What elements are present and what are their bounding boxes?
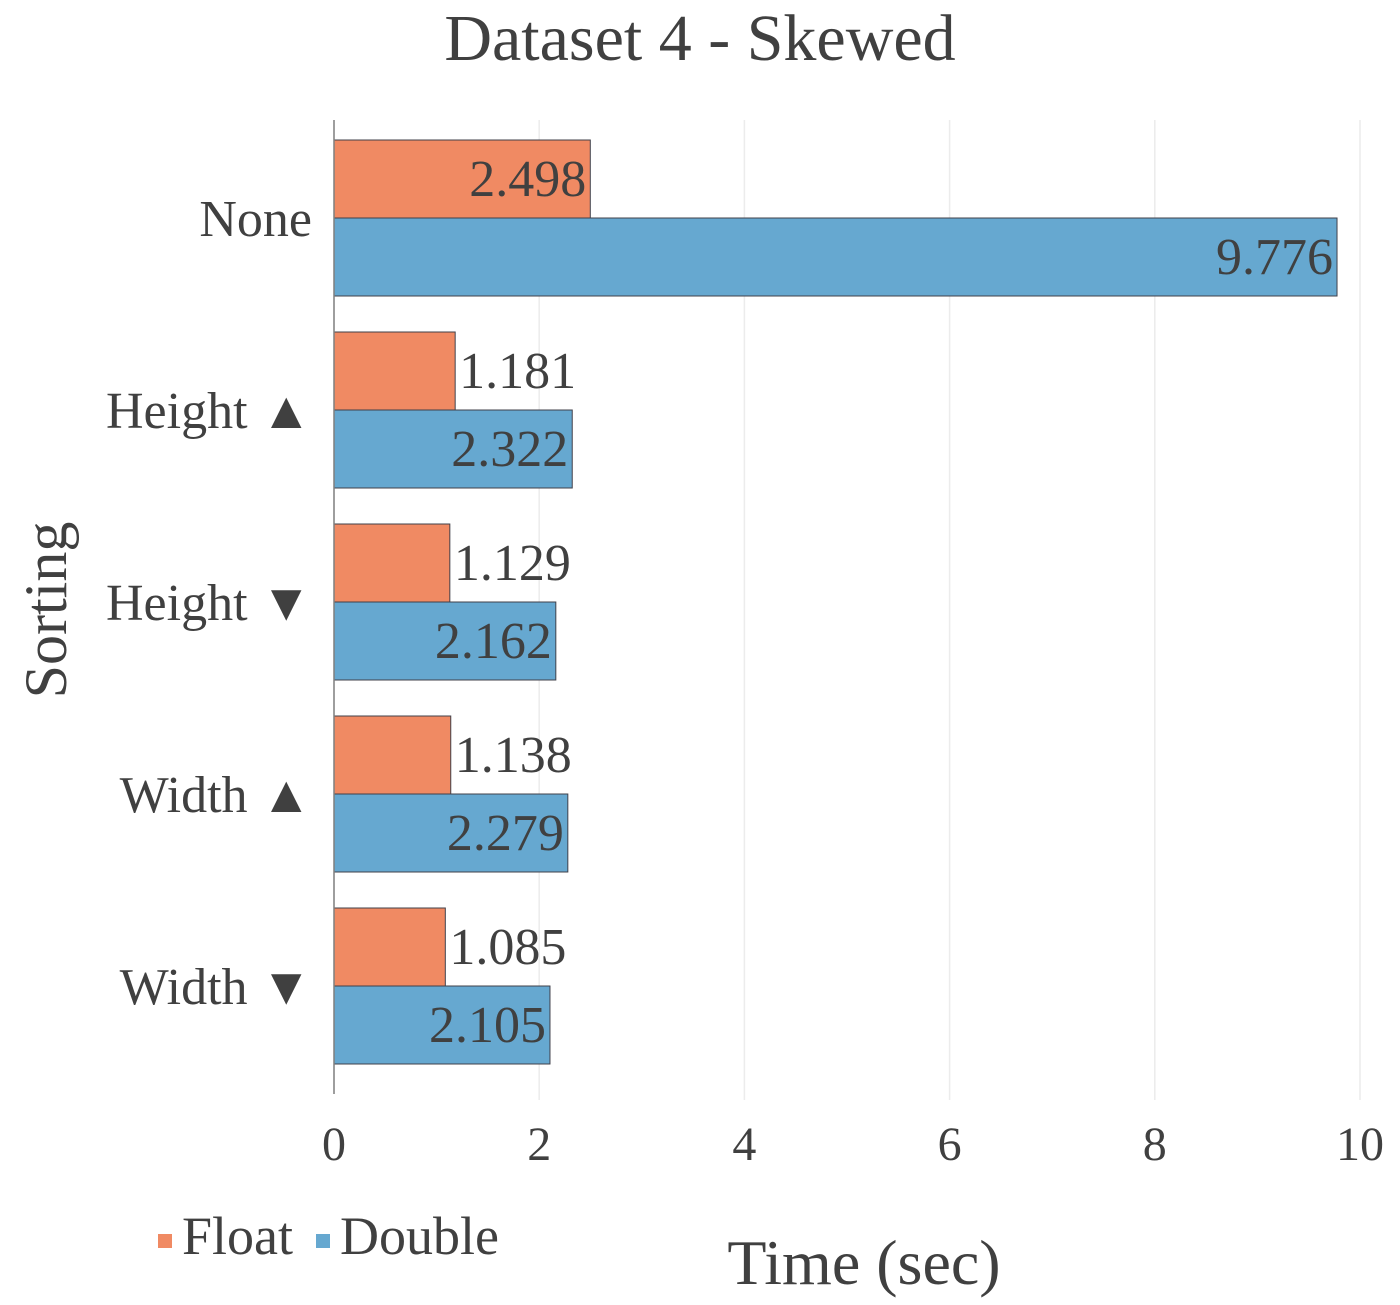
y-tick-label: Height ▼: [106, 575, 312, 632]
bar-double: [333, 217, 1338, 297]
bar-float: [333, 715, 452, 795]
legend-label-double: Double: [340, 1206, 499, 1266]
y-tick-label: Height ▲: [106, 383, 312, 440]
x-tick-label: 8: [1143, 1118, 1167, 1171]
data-labels: 2.498 9.776 1.181 2.322 1.129 2.162 1.138 2.279…: [429, 151, 1333, 1054]
y-tick-label: Width ▲: [120, 767, 312, 824]
x-tick-label: 4: [732, 1118, 756, 1171]
data-label: 9.776: [1216, 229, 1333, 286]
data-label: 2.279: [447, 805, 564, 862]
y-tick-label: Width ▼: [120, 959, 312, 1016]
bar-double: [333, 985, 551, 1065]
bar-double: [333, 409, 573, 489]
data-label: 2.105: [429, 997, 546, 1054]
legend: Float Double: [158, 1206, 499, 1266]
bar-double: [333, 601, 557, 681]
x-tick-label: 0: [322, 1118, 346, 1171]
x-tick-label: 10: [1336, 1118, 1384, 1171]
x-tick-label: 2: [527, 1118, 551, 1171]
data-label: 1.181: [459, 343, 576, 400]
data-label: 2.162: [435, 613, 552, 670]
data-label: 1.138: [455, 727, 572, 784]
data-label: 1.085: [449, 919, 566, 976]
bar-float: [333, 139, 591, 219]
bar-float: [333, 523, 451, 603]
data-label: 2.322: [451, 421, 568, 478]
legend-label-float: Float: [182, 1206, 293, 1266]
chart-title: Dataset 4 - Skewed: [444, 2, 955, 75]
legend-swatch-double: [316, 1234, 330, 1248]
x-axis-title: Time (sec): [727, 1227, 1000, 1298]
bar-float: [333, 907, 446, 987]
y-axis-title: Sorting: [13, 522, 79, 699]
x-tick-label: 6: [938, 1118, 962, 1171]
data-label: 1.129: [454, 535, 571, 592]
bar-double: [333, 793, 569, 873]
bar-float: [333, 331, 456, 411]
legend-swatch-float: [158, 1234, 172, 1248]
axes: 0 2 4 6 8 10 None Height ▲ Height ▼ Width ▲ Width …: [106, 120, 1384, 1171]
data-label: 2.498: [469, 151, 586, 208]
y-tick-label: None: [199, 191, 312, 248]
